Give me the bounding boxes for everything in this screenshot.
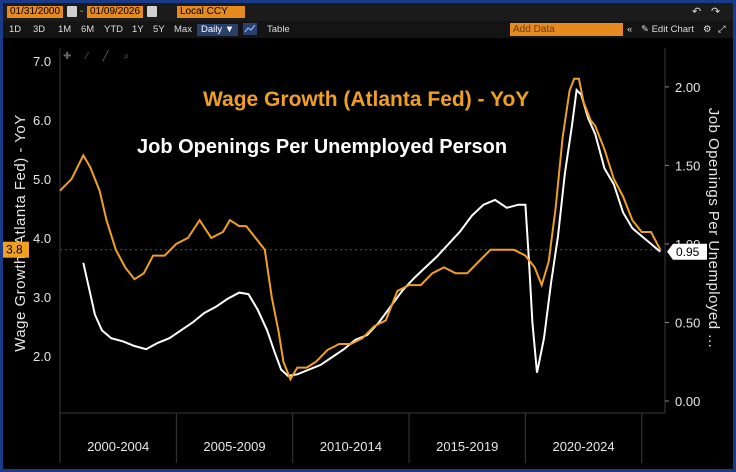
x-period-label: 2000-2004 (87, 439, 149, 454)
left-tick-label: 2.0 (33, 349, 51, 364)
right-ticks: 2.00 1.50 1.00 0.50 0.00 (665, 80, 700, 409)
undo-icon[interactable]: ↶ (692, 6, 702, 18)
openings-series-title: Job Openings Per Unemployed Person (137, 136, 507, 158)
date-separator: - (80, 6, 84, 17)
plus-icon[interactable]: ✚ (63, 51, 72, 62)
left-tick-label: 3.0 (33, 290, 51, 305)
wage-series-line (59, 77, 662, 382)
right-axis-title: Job Openings Per Unemployed ... (705, 108, 722, 349)
frequency-select[interactable]: Daily ▼ (197, 24, 239, 36)
line-icon[interactable]: ╱ (102, 51, 109, 62)
settings-icon[interactable]: ⚙ (703, 24, 712, 35)
redo-icon[interactable]: ↷ (711, 6, 721, 18)
period-6m[interactable]: 6M (81, 24, 95, 35)
wage-series-title: Wage Growth (Atlanta Fed) - YoY (203, 88, 529, 111)
end-calendar-icon[interactable] (147, 6, 157, 17)
right-tick-label: 0.00 (675, 394, 700, 409)
wage-last-badge: 3.8 (3, 241, 29, 258)
end-date-field[interactable]: 01/09/2026 (87, 6, 144, 18)
openings-series-line (82, 87, 661, 377)
zoom-icon[interactable]: ⌕ (123, 51, 130, 62)
line-chart-icon[interactable] (243, 23, 257, 35)
openings-last-value: 0.95 (676, 245, 700, 259)
collapse-icon[interactable]: « (627, 24, 633, 35)
start-calendar-icon[interactable] (67, 6, 77, 17)
period-ytd[interactable]: YTD (104, 24, 123, 35)
start-date-field[interactable]: 01/31/2000 (7, 6, 64, 18)
left-tick-label: 4.0 (33, 231, 51, 246)
wage-last-value: 3.8 (6, 243, 23, 257)
right-tick-label: 2.00 (675, 80, 700, 95)
x-period-label: 2015-2019 (436, 439, 498, 454)
right-tick-label: 1.00 (675, 237, 700, 252)
period-5y[interactable]: 5Y (153, 24, 165, 35)
chart-svg: 7.06.05.04.03.02.0 2.001.501.000.500.00 … (3, 48, 722, 463)
plot-tools: ✚ ∕ ╱ ⌕ (63, 51, 141, 67)
left-tick-label: 5.0 (33, 172, 51, 187)
right-tick-label: 1.50 (675, 158, 700, 173)
date-toolbar: 01/31/2000 - 01/09/2026 Local CCY ↶ ↷ (3, 3, 733, 21)
left-tick-label: 6.0 (33, 113, 51, 128)
add-data-input[interactable]: Add Data (510, 23, 623, 36)
x-period-label: 2005-2009 (203, 439, 265, 454)
period-3d[interactable]: 3D (33, 24, 46, 35)
expand-icon[interactable]: ⤢ (718, 24, 726, 35)
right-tick-label: 0.50 (675, 315, 700, 330)
left-axis-title: Wage Growth (Atlanta Fed) - YoY (12, 114, 29, 352)
left-ticks: 7.0 6.0 5.0 4.0 3.0 2.0 (33, 54, 51, 364)
left-tick-label: 7.0 (33, 54, 51, 69)
period-1y[interactable]: 1Y (132, 24, 144, 35)
x-period-label: 2020-2024 (552, 439, 614, 454)
period-max[interactable]: Max (174, 24, 192, 35)
x-ticks: 2000-2004 2005-2009 2010-2014 2015-2019 2020… (59, 413, 643, 463)
x-period-label: 2010-2014 (320, 439, 382, 454)
currency-select[interactable]: Local CCY (177, 6, 245, 18)
edit-chart-button[interactable]: ✎ Edit Chart (641, 24, 694, 35)
openings-last-badge: 0.95 (667, 243, 707, 260)
period-1m[interactable]: 1M (58, 24, 72, 35)
period-toolbar: 1D 3D 1M 6M YTD 1Y 5Y Max Daily ▼ Table … (3, 21, 733, 38)
table-button[interactable]: Table (267, 24, 290, 35)
pencil-icon[interactable]: ∕ (86, 51, 88, 62)
period-1d[interactable]: 1D (9, 24, 22, 35)
